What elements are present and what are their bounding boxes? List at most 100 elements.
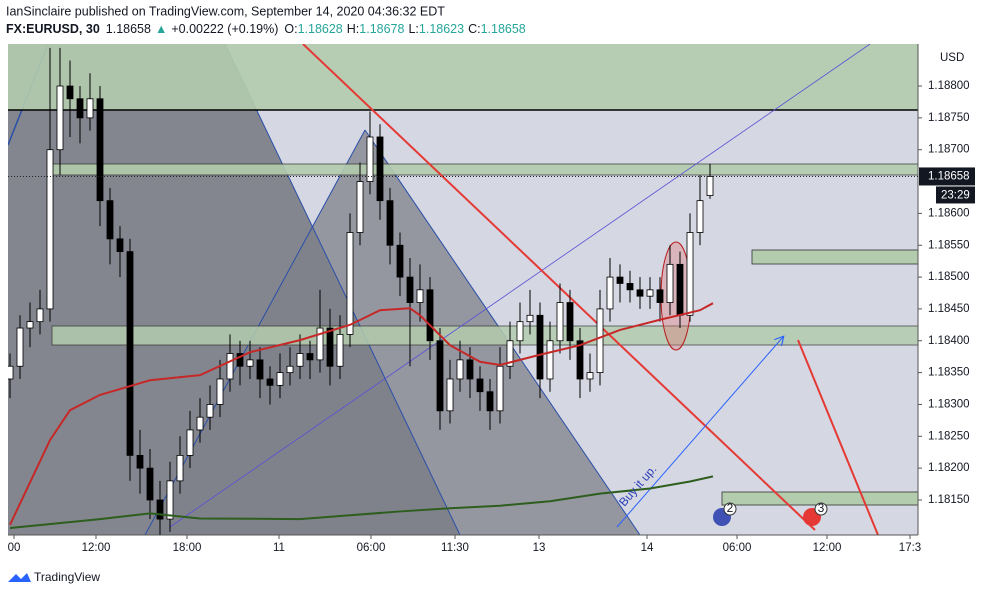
symbol: FX:EURUSD, 30 bbox=[6, 22, 100, 36]
candle-body bbox=[136, 454, 144, 469]
event-count: 2 bbox=[727, 501, 734, 515]
candle-body bbox=[96, 98, 104, 202]
candle-body bbox=[676, 263, 684, 316]
y-tick-label: 1.18750 bbox=[928, 112, 970, 124]
last-price-label: 1.18658 bbox=[928, 170, 970, 182]
candle-body bbox=[516, 321, 524, 342]
candle-body bbox=[686, 232, 694, 316]
x-tick-label: 11:30 bbox=[441, 542, 469, 554]
candle-body bbox=[146, 467, 154, 501]
countdown-box bbox=[936, 186, 975, 204]
x-tick-label: 17:3 bbox=[899, 542, 921, 554]
candle-body bbox=[156, 499, 164, 520]
candle-body bbox=[126, 251, 134, 456]
x-tick-label: 06:00 bbox=[723, 542, 752, 554]
y-tick-label: 1.18500 bbox=[928, 271, 970, 283]
candle-body bbox=[646, 289, 654, 297]
candle-body bbox=[546, 340, 554, 380]
candle-body bbox=[336, 333, 344, 367]
candle-body bbox=[76, 98, 84, 119]
x-tick-label: 12:00 bbox=[813, 542, 842, 554]
last: 1.18658 bbox=[106, 22, 151, 36]
candle-body bbox=[46, 149, 54, 310]
candle-body bbox=[416, 289, 424, 303]
candle-body bbox=[396, 244, 404, 278]
candle-body bbox=[286, 365, 294, 374]
y-tick-label: 1.18450 bbox=[928, 303, 970, 315]
candle-body bbox=[616, 276, 624, 284]
candle-body bbox=[216, 378, 224, 405]
currency: USD bbox=[940, 52, 964, 64]
change: +0.00222 (+0.19%) bbox=[171, 22, 278, 36]
candle-body bbox=[316, 327, 324, 361]
x-tick-label: 18:00 bbox=[173, 542, 202, 554]
candle-body bbox=[236, 353, 244, 367]
candle-body bbox=[666, 263, 674, 303]
candle-body bbox=[456, 359, 464, 380]
x-tick-label: 12:00 bbox=[82, 542, 111, 554]
candle-body bbox=[56, 85, 64, 151]
plot-area bbox=[8, 44, 918, 535]
y-tick-label: 1.18200 bbox=[928, 462, 970, 474]
candle-body bbox=[496, 365, 504, 412]
candle-body bbox=[486, 391, 494, 412]
candle-body bbox=[276, 372, 284, 386]
x-tick-label: 06:00 bbox=[357, 542, 386, 554]
legend: FX:EURUSD, 30 1.18658 ▲ +0.00222 (+0.19%) O:… bbox=[6, 22, 526, 36]
x-tick-label: 00 bbox=[8, 542, 21, 554]
candle-body bbox=[26, 321, 34, 329]
candle-body bbox=[8, 365, 14, 380]
candle-body bbox=[436, 340, 444, 412]
candle-body bbox=[266, 378, 274, 386]
candle-body bbox=[566, 302, 574, 342]
candle-body bbox=[106, 200, 114, 240]
candle-body bbox=[16, 327, 24, 367]
candle-body bbox=[426, 289, 434, 342]
candle-body bbox=[356, 181, 364, 233]
candle-body bbox=[466, 359, 474, 380]
candle-body bbox=[66, 85, 74, 100]
countdown: 23:29 bbox=[941, 189, 970, 201]
candle-body bbox=[406, 276, 414, 303]
candle-body bbox=[376, 136, 384, 202]
candle-body bbox=[256, 359, 264, 380]
published: IanSinclaire published on TradingView.co… bbox=[6, 4, 445, 18]
candle-body bbox=[506, 340, 514, 367]
candle-body bbox=[246, 359, 254, 367]
y-tick-label: 1.18250 bbox=[928, 430, 970, 442]
candle-body bbox=[206, 404, 214, 418]
candle-body bbox=[576, 340, 584, 380]
candle-body bbox=[306, 353, 314, 361]
y-tick-label: 1.18700 bbox=[928, 144, 970, 156]
last-price-box bbox=[919, 167, 975, 186]
moving-average bbox=[9, 302, 714, 526]
y-tick-label: 1.18550 bbox=[928, 239, 970, 251]
candle-body bbox=[166, 480, 174, 520]
candle-body bbox=[36, 308, 44, 323]
candle-body bbox=[176, 454, 184, 482]
logo bbox=[8, 573, 31, 582]
y-tick-label: 1.18150 bbox=[928, 494, 970, 506]
candle-body bbox=[596, 308, 604, 374]
candle-body bbox=[446, 378, 454, 412]
candle-body bbox=[366, 136, 374, 182]
candle-body bbox=[196, 416, 204, 431]
candle-body bbox=[586, 372, 594, 380]
moving-average bbox=[9, 475, 714, 529]
candle-body bbox=[656, 289, 664, 303]
candle-body bbox=[476, 378, 484, 393]
x-tick-label: 14 bbox=[641, 542, 654, 554]
candle-body bbox=[326, 327, 334, 367]
candle-body bbox=[186, 429, 194, 456]
x-tick-label: 11 bbox=[273, 542, 285, 554]
candle-body bbox=[606, 276, 614, 310]
candle-body bbox=[696, 200, 704, 233]
y-tick-label: 1.18400 bbox=[928, 335, 970, 347]
y-tick-label: 1.18800 bbox=[928, 80, 970, 92]
candle-body bbox=[86, 98, 94, 119]
event-count: 3 bbox=[818, 501, 825, 515]
candle-body bbox=[116, 238, 124, 253]
y-tick-label: 1.18350 bbox=[928, 367, 970, 379]
x-tick-label: 13 bbox=[533, 542, 546, 554]
candle-body bbox=[536, 314, 544, 380]
